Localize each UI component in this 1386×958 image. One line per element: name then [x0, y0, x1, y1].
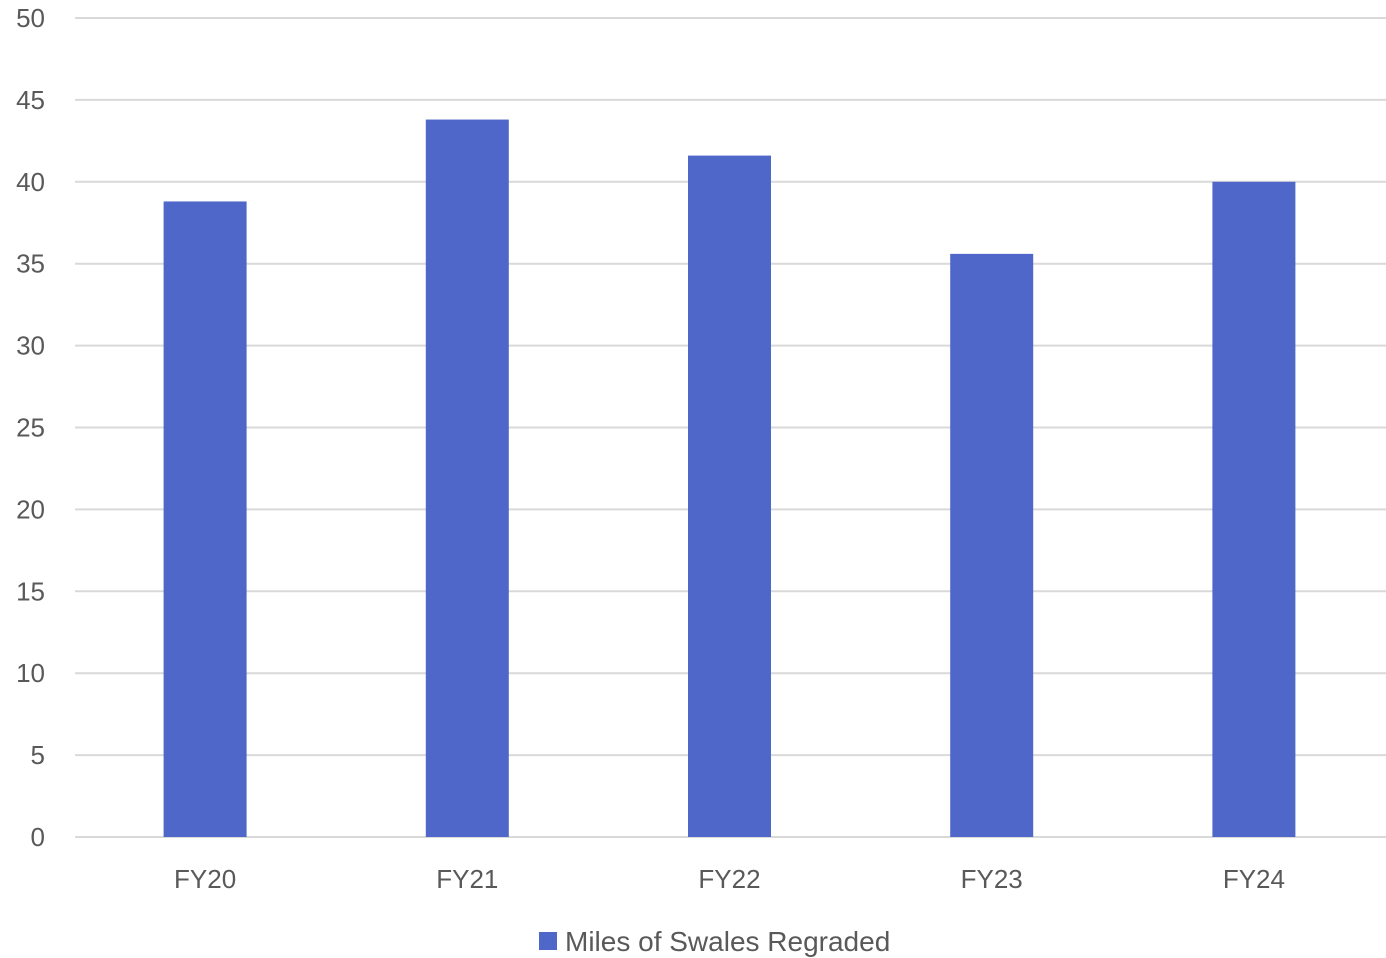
bar-fy24: [1212, 181, 1296, 838]
legend-label-miles-of-swales-regraded: Miles of Swales Regraded: [565, 926, 890, 957]
y-tick-label-50: 50: [16, 3, 45, 33]
y-tick-label-25: 25: [16, 413, 45, 443]
x-axis-ticks: FY20 FY21 FY22 FY23 FY24: [174, 864, 1285, 894]
y-tick-label-30: 30: [16, 331, 45, 361]
x-tick-label-fy20: FY20: [174, 864, 236, 894]
legend-swatch: [539, 932, 557, 950]
y-tick-label-20: 20: [16, 494, 45, 524]
y-tick-label-15: 15: [16, 576, 45, 606]
bar-fy22: [688, 155, 771, 838]
bar-fy23: [950, 253, 1034, 837]
bar-fy21: [425, 119, 509, 837]
legend: Miles of Swales Regraded: [539, 926, 890, 957]
y-tick-label-10: 10: [16, 658, 45, 688]
y-axis-ticks: 0 5 10 15 20 25 30 35 40 45 50: [16, 3, 45, 852]
y-tick-label-40: 40: [16, 167, 45, 197]
bars: [163, 119, 1296, 838]
y-tick-label-45: 45: [16, 85, 45, 115]
y-tick-label-0: 0: [31, 822, 45, 852]
x-tick-label-fy23: FY23: [961, 864, 1023, 894]
x-tick-label-fy22: FY22: [698, 864, 760, 894]
x-tick-label-fy21: FY21: [436, 864, 498, 894]
x-tick-label-fy24: FY24: [1223, 864, 1285, 894]
bar-fy20: [163, 201, 247, 837]
y-tick-label-5: 5: [31, 740, 45, 770]
y-tick-label-35: 35: [16, 249, 45, 279]
